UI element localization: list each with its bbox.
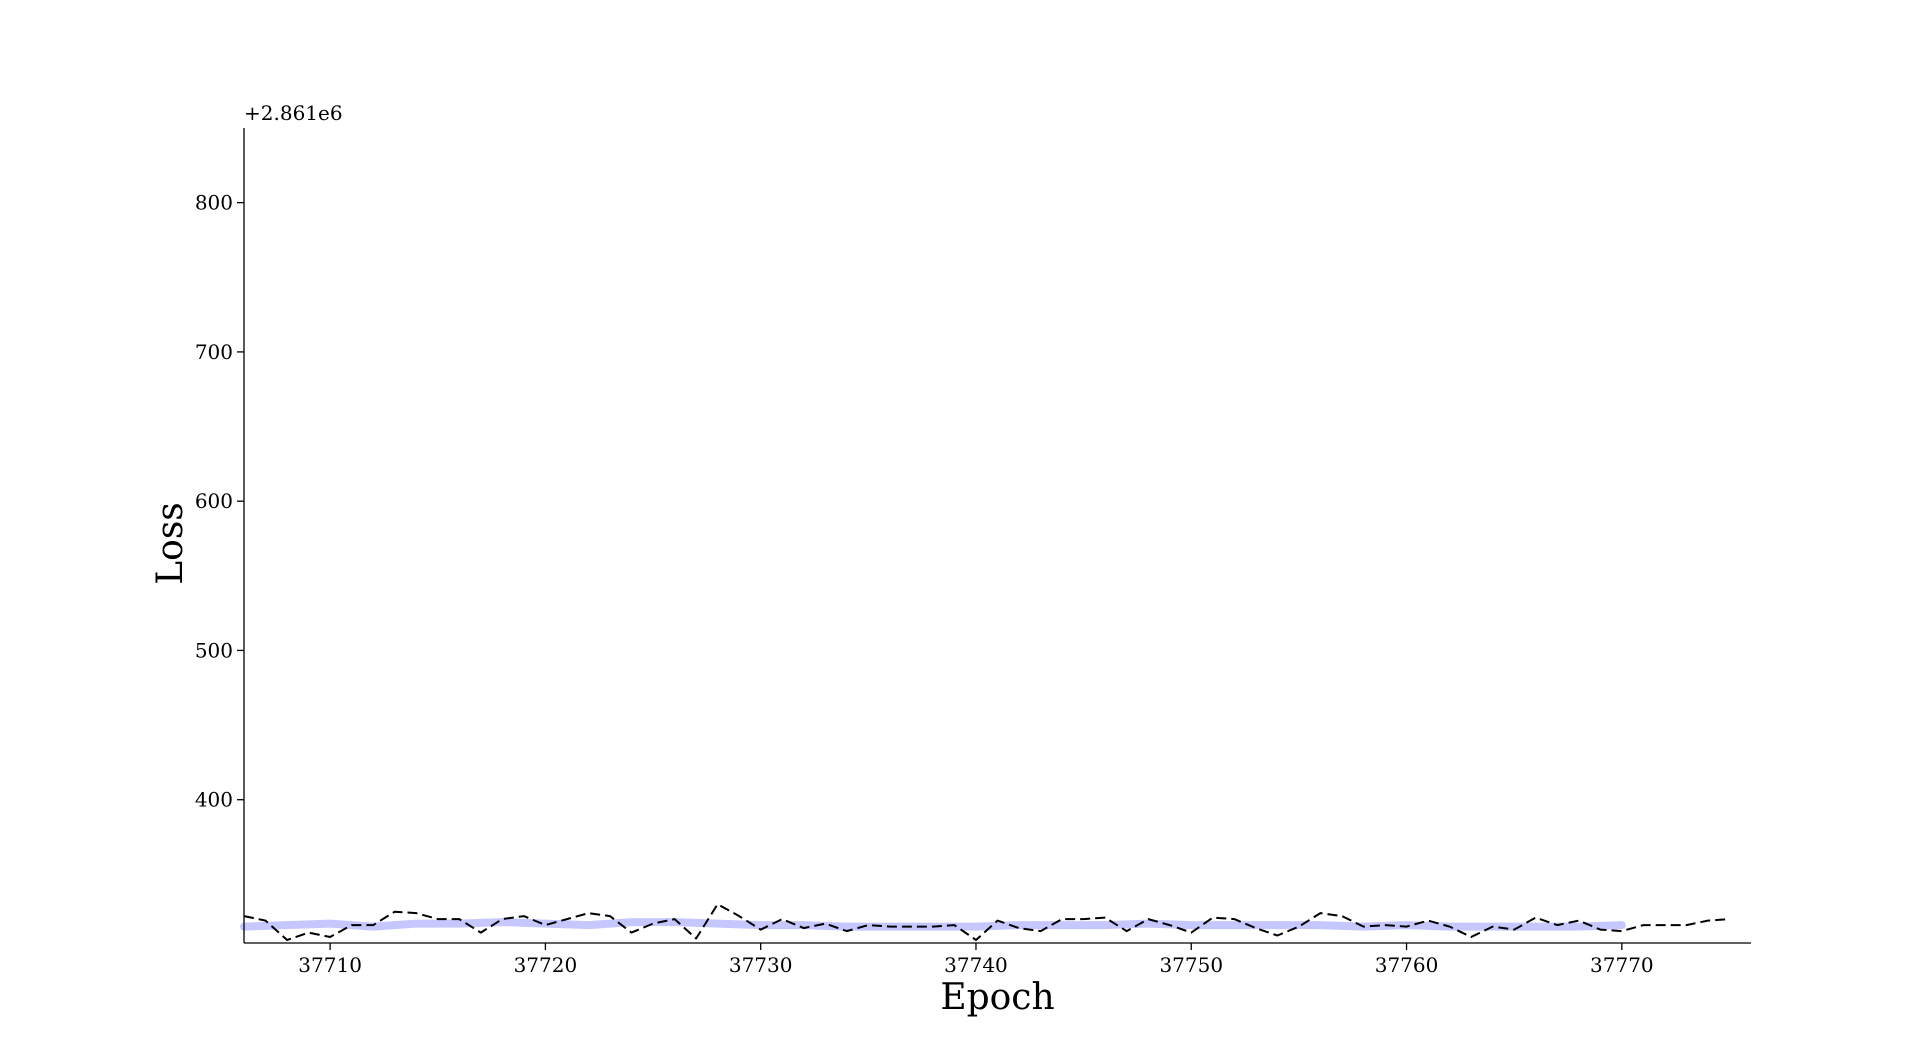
x-tick-label: 37710	[298, 953, 362, 977]
x-ticks: 37710 37720 37730 37740 37750 37760 37770	[298, 943, 1654, 977]
x-tick-label: 37740	[944, 953, 1008, 977]
axes	[243, 128, 1751, 944]
y-axis-label: Loss	[150, 502, 191, 585]
x-tick-label: 37760	[1375, 953, 1439, 977]
x-tick-label: 37730	[729, 953, 793, 977]
series-line-raw	[243, 903, 1730, 941]
y-tick-label: 800	[195, 191, 233, 215]
y-offset-label: +2.861e6	[244, 101, 343, 125]
y-ticks: 400 500 600 700 800	[195, 191, 244, 812]
x-tick-label: 37750	[1159, 953, 1223, 977]
x-axis-label: Epoch	[940, 977, 1054, 1018]
y-tick-label: 500	[195, 638, 233, 662]
plot-area	[240, 903, 1730, 941]
y-tick-label: 600	[195, 489, 233, 513]
y-tick-label: 400	[195, 788, 233, 812]
x-tick-label: 37720	[514, 953, 578, 977]
y-tick-label: 700	[195, 340, 233, 364]
x-tick-label: 37770	[1590, 953, 1654, 977]
